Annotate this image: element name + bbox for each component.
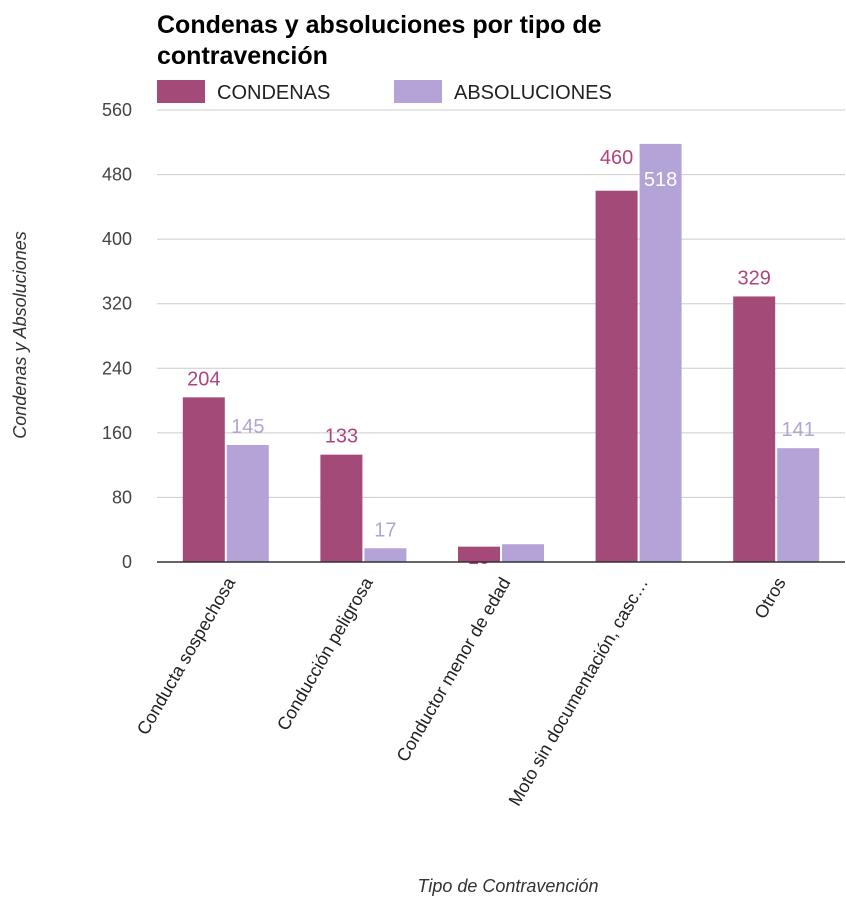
x-tick-label: Otros [750,574,789,622]
y-tick-label: 400 [102,229,132,249]
y-tick-label: 0 [122,552,132,572]
chart-title-line-2: contravención [157,42,328,70]
legend-swatch-absoluciones [394,80,442,103]
chart-title-line-1: Condenas y absoluciones por tipo de [157,11,602,39]
y-tick-label: 160 [102,423,132,443]
data-label-condenas: 133 [325,426,358,448]
bar-absoluciones [502,544,544,562]
data-label-absoluciones: 145 [231,416,264,438]
x-tick-label: Conducta sospechosa [133,573,240,738]
bar-condenas [458,546,500,562]
bar-absoluciones [226,444,269,562]
legend-label-condenas: CONDENAS [217,82,330,104]
data-label-condenas: 204 [187,368,220,390]
x-tick-label: Conductor menor de edad [393,574,515,765]
gridlines [157,109,845,498]
legend: CONDENAS ABSOLUCIONES [157,80,612,104]
legend-label-absoluciones: ABSOLUCIONES [454,82,612,104]
bar-condenas [733,296,776,562]
y-tick-label: 240 [102,358,132,378]
bar-condenas [595,190,638,562]
bars [182,143,820,562]
data-label-absoluciones: 518 [644,169,677,191]
bar-condenas [182,397,225,562]
data-label-absoluciones: 17 [374,519,396,541]
bar-condenas [320,454,363,562]
data-labels: 204 145 133 17 19 22 460 518 329 141 [187,147,815,591]
y-tick-label: 560 [102,100,132,120]
x-axis-ticks: Conducta sospechosa Conducción peligrosa C… [133,573,790,809]
data-label-condenas: 19 [468,547,490,569]
bar-absoluciones [777,448,820,562]
y-axis-ticks: 0 80 160 240 320 400 480 560 [102,100,132,572]
data-label-condenas: 329 [738,267,771,289]
x-tick-label: Conducción peligrosa [273,573,377,734]
y-tick-label: 320 [102,294,132,314]
data-label-condenas: 460 [600,147,633,169]
data-label-absoluciones: 141 [782,419,815,441]
bar-absoluciones [364,548,407,562]
bar-absoluciones [639,143,682,562]
x-axis-label: Tipo de Contravención [418,876,599,896]
y-tick-label: 80 [112,487,132,507]
data-label-absoluciones: 22 [512,569,534,591]
y-tick-label: 480 [102,165,132,185]
y-axis-label: Condenas y Absoluciones [10,231,30,438]
legend-swatch-condenas [157,80,205,103]
x-tick-label: Moto sin documentación, casc… [505,574,652,809]
